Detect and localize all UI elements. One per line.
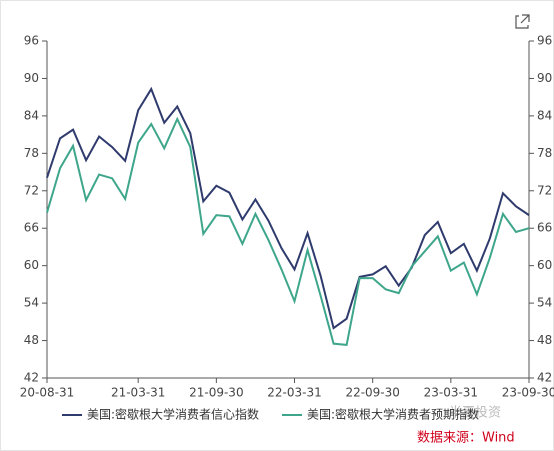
y-tick-label: 66	[24, 221, 39, 235]
x-tick-label: 20-08-31	[20, 386, 74, 400]
source-note: 数据来源：Wind	[417, 431, 515, 446]
series-line	[46, 86, 530, 330]
y-tick-label: 78	[24, 146, 39, 160]
y2-tick-label: 72	[537, 183, 552, 197]
legend-label: 美国:密歇根大学消费者信心指数	[87, 407, 259, 422]
x-tick-label: 21-03-31	[111, 386, 165, 400]
y-tick-label: 90	[24, 71, 39, 85]
y-tick-label: 54	[24, 296, 39, 310]
y2-tick-label: 60	[537, 258, 552, 272]
y2-tick-label: 90	[537, 71, 552, 85]
y-tick-label: 84	[24, 108, 39, 122]
x-tick-label: 22-09-30	[345, 386, 399, 400]
series-line	[46, 116, 530, 347]
x-tick-label: 21-09-30	[189, 386, 243, 400]
y2-tick-label: 42	[537, 371, 552, 385]
y2-tick-label: 54	[537, 296, 552, 310]
y2-tick-label: 78	[537, 146, 552, 160]
y-tick-label: 48	[24, 333, 39, 347]
y-tick-label: 60	[24, 258, 39, 272]
x-tick-label: 23-09-30	[502, 386, 554, 400]
legend-label: 美国:密歇根大学消费者预期指数	[307, 407, 479, 422]
y2-tick-label: 96	[537, 34, 552, 48]
x-tick-label: 22-03-31	[267, 386, 321, 400]
y2-tick-label: 48	[537, 333, 552, 347]
y2-tick-label: 66	[537, 221, 552, 235]
y-tick-label: 42	[24, 371, 39, 385]
y-tick-label: 96	[24, 34, 39, 48]
export-icon[interactable]	[515, 14, 530, 29]
y2-tick-label: 84	[537, 108, 552, 122]
watermark: 半夏投资	[449, 405, 501, 421]
y-tick-label: 72	[24, 183, 39, 197]
x-tick-label: 23-03-31	[424, 386, 478, 400]
